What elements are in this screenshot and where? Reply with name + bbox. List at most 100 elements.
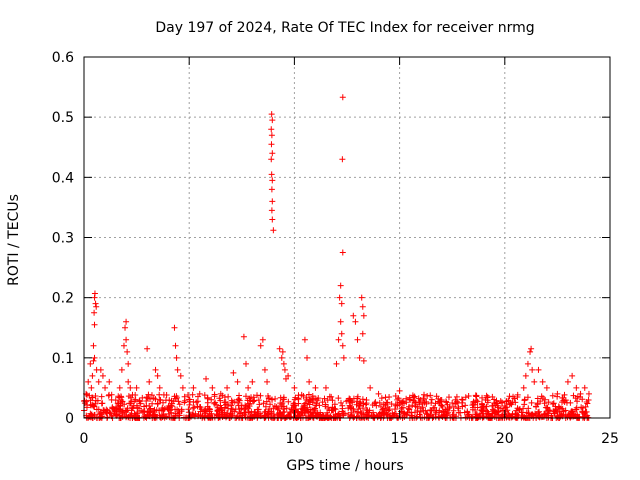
data-point-band — [221, 404, 228, 411]
data-point — [360, 357, 367, 364]
data-point — [123, 336, 130, 343]
data-point-band — [98, 400, 105, 407]
y-tick-label: 0.5 — [52, 110, 74, 126]
data-point-band — [339, 408, 346, 415]
data-point-band — [217, 397, 224, 404]
data-point — [339, 342, 346, 349]
data-point-band — [245, 401, 252, 408]
data-point-band — [121, 401, 128, 408]
data-point-band — [549, 392, 556, 399]
data-point-band — [525, 405, 532, 412]
data-point-band — [465, 411, 472, 418]
data-point — [279, 348, 286, 355]
data-point-band — [311, 405, 318, 412]
data-point — [268, 207, 275, 214]
data-point-band — [181, 399, 188, 406]
data-point — [396, 387, 403, 394]
data-point — [375, 390, 382, 397]
data-point — [257, 342, 264, 349]
data-point — [91, 309, 98, 316]
data-point-band — [262, 403, 269, 410]
y-tick-label: 0.3 — [52, 231, 74, 247]
data-point-band — [506, 401, 513, 408]
data-point — [269, 216, 276, 223]
data-point-band — [462, 402, 469, 409]
data-point-band — [115, 393, 122, 400]
data-point-band — [315, 395, 322, 402]
data-point — [269, 177, 276, 184]
data-point — [356, 354, 363, 361]
data-point-band — [559, 394, 566, 401]
data-point-band — [277, 394, 284, 401]
data-point — [359, 303, 366, 310]
data-point-band — [216, 411, 223, 418]
data-point-band — [421, 391, 428, 398]
data-point-band — [472, 392, 479, 399]
data-point-band — [244, 397, 251, 404]
data-point-band — [305, 414, 312, 421]
data-point — [152, 366, 159, 373]
data-point — [417, 396, 424, 403]
data-point-band — [254, 392, 261, 399]
data-point-band — [191, 404, 198, 411]
data-point-band — [236, 406, 243, 413]
data-point-band — [280, 396, 287, 403]
data-point — [144, 345, 151, 352]
data-point-band — [226, 413, 233, 420]
data-point-band — [128, 398, 135, 405]
data-point — [470, 399, 477, 406]
data-point-band — [265, 395, 272, 402]
data-point-band — [438, 402, 445, 409]
data-point — [259, 336, 266, 343]
data-point — [269, 117, 276, 124]
data-point-band — [285, 398, 292, 405]
data-point — [554, 390, 561, 397]
data-point — [268, 126, 275, 133]
data-point-band — [204, 395, 211, 402]
data-point-band — [189, 411, 196, 418]
data-point-band — [150, 407, 157, 414]
data-point — [306, 378, 313, 385]
data-point-band — [271, 414, 278, 421]
data-point-band — [428, 396, 435, 403]
data-point-band — [186, 396, 193, 403]
data-point-band — [133, 402, 140, 409]
data-point — [527, 348, 534, 355]
data-point — [340, 354, 347, 361]
data-point-band — [378, 395, 385, 402]
data-point — [304, 354, 311, 361]
data-point-band — [521, 401, 528, 408]
data-point-band — [92, 393, 99, 400]
data-point-band — [248, 394, 255, 401]
data-point — [99, 372, 106, 379]
data-point-band — [422, 407, 429, 414]
data-point-band — [492, 409, 499, 416]
data-point — [124, 348, 131, 355]
data-point-band — [508, 414, 515, 421]
data-point-band — [98, 393, 105, 400]
data-point-band — [465, 393, 472, 400]
data-point-band — [364, 409, 371, 416]
data-point-band — [359, 405, 366, 412]
data-point-band — [276, 410, 283, 417]
data-point — [268, 186, 275, 193]
data-point-band — [458, 396, 465, 403]
data-point — [491, 399, 498, 406]
data-point-band — [255, 406, 262, 413]
data-point-band — [139, 394, 146, 401]
data-point — [585, 390, 592, 397]
data-point — [224, 384, 231, 391]
data-point-band — [134, 409, 141, 416]
data-point-band — [105, 392, 112, 399]
data-point — [539, 378, 546, 385]
data-point-band — [170, 398, 177, 405]
data-point — [339, 156, 346, 163]
data-point-band — [178, 408, 185, 415]
x-tick-label: 0 — [80, 431, 89, 447]
data-point-band — [201, 392, 208, 399]
data-point-band — [473, 414, 480, 421]
data-point-band — [295, 395, 302, 402]
data-point — [350, 312, 357, 319]
data-point-band — [310, 414, 317, 421]
